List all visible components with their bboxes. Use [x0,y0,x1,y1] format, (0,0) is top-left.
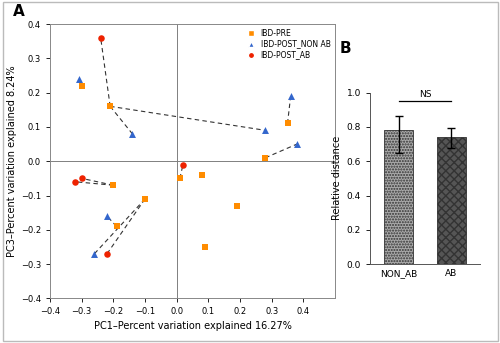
X-axis label: PC1–Percent variation explained 16.27%: PC1–Percent variation explained 16.27% [94,321,292,331]
Point [106,104,114,109]
Bar [437,137,466,264]
Text: A: A [13,3,24,19]
Point [103,251,111,257]
Point [286,93,294,99]
Bar [384,130,413,264]
Point [78,83,86,88]
Point [201,244,209,250]
Point [262,155,270,161]
Y-axis label: PC3–Percent variation explained 8.24%: PC3–Percent variation explained 8.24% [6,66,16,257]
Point [293,141,301,147]
Point [74,76,82,82]
Point [128,131,136,137]
Point [198,172,206,178]
Legend: IBD-PRE, IBD-POST_NON AB, IBD-POST_AB: IBD-PRE, IBD-POST_NON AB, IBD-POST_AB [243,28,331,60]
Point [262,128,270,133]
Point [103,213,111,219]
Text: B: B [340,41,351,56]
Point [72,179,80,185]
Point [233,203,241,209]
Point [112,224,120,229]
Point [176,176,184,181]
Point [179,162,187,167]
Point [78,176,86,181]
Point [110,182,118,188]
Y-axis label: Relative distance: Relative distance [332,136,342,221]
Point [141,196,149,202]
Point [284,121,292,126]
Text: NS: NS [419,91,431,99]
Point [90,251,98,257]
Point [96,35,104,40]
